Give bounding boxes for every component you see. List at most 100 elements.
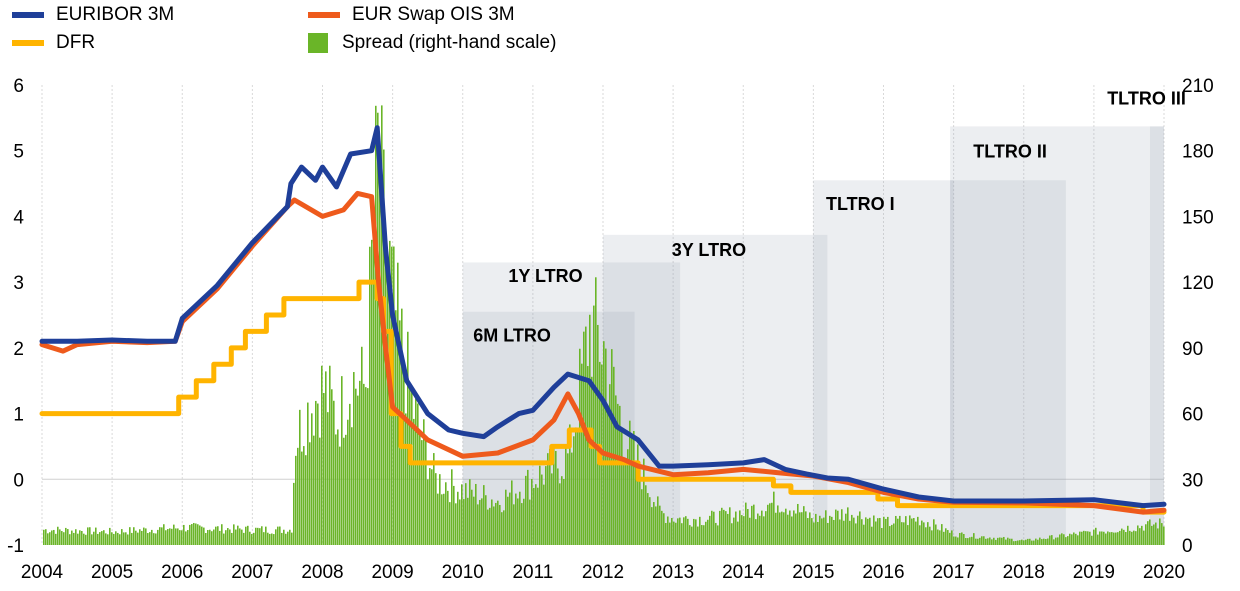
spread-bar bbox=[685, 516, 687, 545]
spread-bar bbox=[649, 497, 651, 545]
spread-bar bbox=[1105, 533, 1107, 545]
spread-bar bbox=[513, 504, 515, 545]
spread-bar bbox=[539, 465, 541, 545]
spread-bar bbox=[417, 403, 419, 545]
spread-bar bbox=[319, 437, 321, 545]
spread-bar bbox=[85, 534, 87, 545]
spread-bar bbox=[257, 527, 259, 545]
spread-bar bbox=[477, 504, 479, 545]
spread-bar bbox=[843, 520, 845, 545]
spread-bar bbox=[217, 526, 219, 545]
spread-bar bbox=[557, 468, 559, 545]
spread-bar bbox=[761, 510, 763, 545]
spread-bar bbox=[907, 525, 909, 545]
spread-bar bbox=[1079, 531, 1081, 545]
spread-bar bbox=[365, 387, 367, 545]
spread-bar bbox=[567, 453, 569, 545]
legend-item-spread: Spread (right-hand scale) bbox=[302, 32, 556, 54]
spread-bar bbox=[845, 513, 847, 545]
spread-bar bbox=[759, 515, 761, 545]
spread-bar bbox=[857, 515, 859, 545]
spread-bar bbox=[235, 529, 237, 545]
spread-bar bbox=[899, 515, 901, 545]
spread-bar bbox=[239, 528, 241, 545]
spread-bar bbox=[959, 533, 961, 545]
spread-bar bbox=[253, 532, 255, 545]
spread-bar bbox=[403, 364, 405, 545]
spread-bar bbox=[273, 534, 275, 545]
spread-bar bbox=[719, 510, 721, 545]
spread-bar bbox=[201, 526, 203, 545]
spread-bar bbox=[79, 530, 81, 545]
spread-bar bbox=[905, 516, 907, 545]
spread-bar bbox=[977, 538, 979, 545]
annotation-box-6 bbox=[1149, 126, 1164, 546]
spread-bar bbox=[237, 525, 239, 545]
spread-bar bbox=[547, 453, 549, 545]
spread-bar bbox=[637, 444, 639, 545]
spread-bar bbox=[119, 534, 121, 545]
spread-bar bbox=[451, 469, 453, 545]
spread-bar bbox=[839, 519, 841, 545]
spread-bar bbox=[109, 527, 111, 545]
spread-bar bbox=[963, 533, 965, 545]
spread-bar bbox=[781, 511, 783, 545]
spread-bar bbox=[1065, 537, 1067, 545]
spread-bar bbox=[327, 412, 329, 545]
spread-bar bbox=[263, 532, 265, 545]
spread-bar bbox=[887, 516, 889, 545]
series-lines bbox=[39, 125, 1167, 515]
spread-bar bbox=[271, 533, 273, 545]
spread-bar bbox=[921, 520, 923, 545]
spread-bar bbox=[665, 522, 667, 545]
spread-bar bbox=[883, 516, 885, 545]
spread-bar bbox=[461, 484, 463, 545]
spread-bar bbox=[931, 530, 933, 545]
spread-bar bbox=[811, 518, 813, 545]
spread-bar bbox=[593, 305, 595, 545]
spread-bar bbox=[1151, 525, 1153, 545]
spread-bar bbox=[961, 532, 963, 545]
spread-bar bbox=[1157, 528, 1159, 545]
spread-bar bbox=[1059, 534, 1061, 545]
spread-bar bbox=[829, 515, 831, 545]
y-right-tick-label: 150 bbox=[1182, 207, 1214, 228]
spread-bar bbox=[1025, 539, 1027, 545]
spread-bar bbox=[853, 517, 855, 545]
spread-bar bbox=[1145, 524, 1147, 545]
spread-bar bbox=[927, 522, 929, 545]
x-tick-label: 2007 bbox=[231, 562, 273, 583]
spread-bar bbox=[471, 489, 473, 545]
spread-bar bbox=[129, 527, 131, 545]
x-tick-label: 2008 bbox=[301, 562, 343, 583]
spread-bar bbox=[561, 476, 563, 545]
x-tick-label: 2010 bbox=[442, 562, 484, 583]
spread-bar bbox=[463, 499, 465, 545]
spread-bar bbox=[941, 524, 943, 545]
spread-bar bbox=[1097, 534, 1099, 545]
spread-bar bbox=[61, 531, 63, 545]
spread-bar bbox=[1037, 539, 1039, 545]
spread-bar bbox=[623, 459, 625, 545]
spread-bar bbox=[1087, 531, 1089, 545]
spread-bar bbox=[1115, 532, 1117, 545]
spread-bar bbox=[75, 529, 77, 545]
spread-bar bbox=[737, 521, 739, 545]
spread-bar bbox=[101, 531, 103, 545]
spread-bar bbox=[295, 455, 297, 545]
spread-bar bbox=[945, 528, 947, 545]
spread-bar bbox=[305, 455, 307, 545]
spread-bar bbox=[951, 530, 953, 545]
spread-bar bbox=[1035, 538, 1037, 545]
spread-bar bbox=[1093, 529, 1095, 545]
spread-bar bbox=[1071, 534, 1073, 545]
x-tick-label: 2015 bbox=[792, 562, 834, 583]
spread-bar bbox=[213, 529, 215, 545]
spread-bar bbox=[663, 513, 665, 545]
spread-bar bbox=[633, 430, 635, 545]
spread-bar bbox=[919, 525, 921, 545]
x-tick-label: 2005 bbox=[91, 562, 133, 583]
y-right-tick-label: 60 bbox=[1182, 405, 1203, 426]
spread-bar bbox=[697, 526, 699, 545]
spread-bar bbox=[893, 523, 895, 545]
